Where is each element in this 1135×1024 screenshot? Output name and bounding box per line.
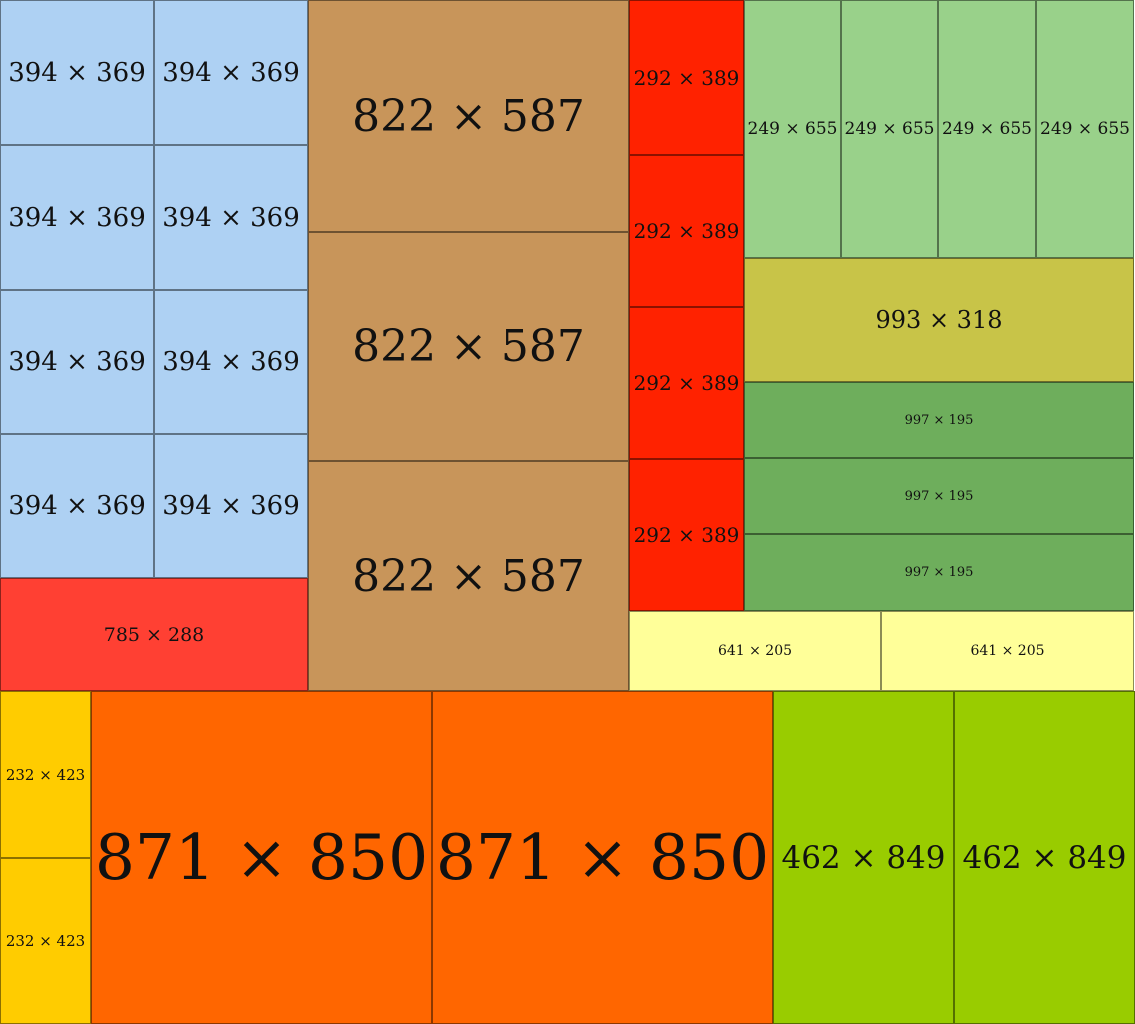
packed-rectangle: 394 × 369 (154, 290, 308, 434)
packed-rectangle: 785 × 288 (0, 578, 308, 691)
rectangle-dimension-label: 394 × 369 (8, 347, 146, 377)
rectangle-dimension-label: 394 × 369 (8, 57, 146, 88)
rectangle-dimension-label: 993 × 318 (875, 306, 1003, 334)
packed-rectangle: 232 × 423 (0, 691, 91, 858)
packed-rectangle: 292 × 389 (629, 0, 744, 155)
packed-rectangle: 292 × 389 (629, 155, 744, 307)
rectangle-dimension-label: 292 × 389 (633, 65, 740, 90)
rectangle-dimension-label: 394 × 369 (162, 491, 300, 521)
packed-rectangle: 394 × 369 (154, 434, 308, 578)
rectangle-dimension-label: 232 × 423 (5, 932, 86, 950)
rectangle-dimension-label: 249 × 655 (1040, 119, 1130, 139)
packed-rectangle: 871 × 850 (91, 691, 432, 1024)
packed-rectangle: 997 × 195 (744, 458, 1134, 534)
rectangle-dimension-label: 292 × 389 (633, 523, 740, 547)
rectangle-dimension-label: 822 × 587 (352, 90, 585, 142)
rectangle-dimension-label: 822 × 587 (352, 550, 585, 602)
packed-rectangle: 641 × 205 (881, 611, 1134, 691)
packed-rectangle: 394 × 369 (0, 145, 154, 290)
packed-rectangle: 394 × 369 (0, 434, 154, 578)
packed-rectangle: 232 × 423 (0, 858, 91, 1024)
packed-rectangle: 462 × 849 (954, 691, 1135, 1024)
rectangle-dimension-label: 871 × 850 (94, 821, 429, 894)
packed-rectangle: 394 × 369 (0, 0, 154, 145)
rectangle-dimension-label: 394 × 369 (162, 347, 300, 377)
packed-rectangle: 394 × 369 (0, 290, 154, 434)
packed-rectangle: 249 × 655 (841, 0, 938, 258)
packed-rectangle: 249 × 655 (1036, 0, 1134, 258)
packed-rectangle: 997 × 195 (744, 534, 1134, 611)
rectangle-dimension-label: 249 × 655 (844, 119, 935, 139)
packed-rectangle: 394 × 369 (154, 145, 308, 290)
rectangle-dimension-label: 641 × 205 (970, 643, 1045, 659)
rectangle-dimension-label: 997 × 195 (904, 412, 974, 428)
rectangle-dimension-label: 232 × 423 (5, 765, 86, 784)
rectangle-dimension-label: 997 × 195 (904, 565, 974, 580)
packed-rectangle: 822 × 587 (308, 232, 629, 461)
packed-rectangle: 292 × 389 (629, 459, 744, 611)
rectangle-dimension-label: 249 × 655 (942, 119, 1032, 139)
packed-rectangle: 993 × 318 (744, 258, 1134, 382)
packed-rectangle: 249 × 655 (938, 0, 1036, 258)
rectangle-dimension-label: 822 × 587 (352, 321, 585, 372)
rectangle-dimension-label: 394 × 369 (162, 57, 300, 88)
rectangle-dimension-label: 394 × 369 (162, 202, 300, 233)
rectangle-dimension-label: 871 × 850 (435, 821, 770, 894)
packed-rectangle: 822 × 587 (308, 0, 629, 232)
packed-rectangle: 997 × 195 (744, 382, 1134, 458)
rectangle-dimension-label: 292 × 389 (633, 371, 740, 395)
rectangle-dimension-label: 292 × 389 (633, 219, 740, 243)
rectangle-dimension-label: 394 × 369 (8, 491, 146, 521)
packed-rectangle: 641 × 205 (629, 611, 881, 691)
rectangle-dimension-label: 785 × 288 (103, 623, 205, 646)
rectangle-dimension-label: 997 × 195 (904, 488, 974, 504)
rectangle-dimension-label: 249 × 655 (747, 119, 838, 139)
rectangle-dimension-label: 641 × 205 (717, 643, 793, 659)
packed-rectangle: 292 × 389 (629, 307, 744, 459)
packed-rectangle: 394 × 369 (154, 0, 308, 145)
packed-rectangle: 462 × 849 (773, 691, 954, 1024)
packed-rectangle: 822 × 587 (308, 461, 629, 691)
rectangle-dimension-label: 462 × 849 (962, 839, 1127, 876)
packed-rectangle: 871 × 850 (432, 691, 773, 1024)
packed-rectangle: 249 × 655 (744, 0, 841, 258)
rectangle-dimension-label: 462 × 849 (781, 839, 946, 876)
rectangle-dimension-label: 394 × 369 (8, 202, 146, 233)
